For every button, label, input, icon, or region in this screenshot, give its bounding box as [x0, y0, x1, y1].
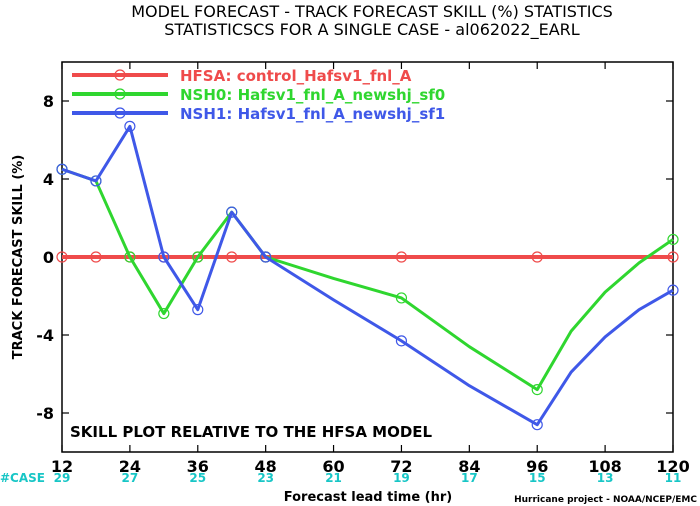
x-tick-label: 12: [51, 457, 73, 476]
x-tick-label: 84: [458, 457, 480, 476]
chart-subtitle: STATISTICSCS FOR A SINGLE CASE - al06202…: [164, 20, 579, 40]
series-marker: [531, 419, 543, 431]
case-count: 25: [189, 471, 206, 485]
series-marker: [226, 251, 238, 263]
series-marker: [667, 284, 679, 296]
series-marker: [395, 251, 408, 263]
series-line: [61, 167, 674, 392]
series-marker: [531, 384, 543, 396]
series-marker: [531, 251, 543, 263]
x-tick-label: 72: [390, 457, 412, 476]
series-marker: [158, 251, 170, 263]
x-tick-label: 48: [255, 457, 277, 476]
y-tick-label: -8: [36, 404, 54, 423]
series-marker: [192, 304, 204, 316]
x-tick-label: 60: [322, 457, 344, 476]
series-marker: [395, 335, 408, 347]
case-label: #CASE: [0, 471, 45, 485]
series-marker: [667, 251, 679, 263]
legend-label: NSH0: Hafsv1_fnl_A_newshj_sf0: [180, 86, 445, 104]
series-marker: [158, 307, 170, 320]
case-count: 15: [529, 471, 546, 485]
legend-marker: [114, 107, 126, 119]
legend-label: NSH1: Hafsv1_fnl_A_newshj_sf1: [180, 105, 445, 123]
series-line: [61, 124, 674, 427]
case-count: 21: [325, 471, 342, 485]
case-count: 17: [461, 471, 478, 485]
chart-title: MODEL FORECAST - TRACK FORECAST SKILL (%…: [131, 2, 613, 21]
legend-marker: [114, 88, 126, 100]
series-marker: [56, 163, 68, 175]
x-axis-ticks: 12 24 36 48 60 72 84 96 108 120: [51, 62, 690, 476]
series-marker: [667, 233, 679, 246]
x-tick-label: 96: [526, 457, 548, 476]
case-count: 19: [393, 471, 410, 485]
case-counts: 29 27 25 23 21 19 17 15 13 11: [54, 471, 682, 485]
case-count: 23: [257, 471, 274, 485]
series-layer: [56, 120, 679, 431]
x-axis-label: Forecast lead time (hr): [284, 490, 452, 505]
x-tick-label: 120: [656, 457, 689, 476]
case-count: 13: [597, 471, 614, 485]
y-tick-label: 0: [43, 248, 54, 267]
y-axis-label: TRACK FORECAST SKILL (%): [11, 155, 26, 360]
legend-marker: [114, 69, 126, 81]
series-marker: [124, 251, 136, 263]
annotation: SKILL PLOT RELATIVE TO THE HFSA MODEL: [70, 423, 433, 441]
y-tick-label: 8: [43, 92, 54, 111]
credit-text: Hurricane project - NOAA/NCEP/EMC: [514, 495, 697, 505]
series-marker: [226, 206, 238, 218]
series-marker: [90, 251, 102, 263]
case-count: 11: [665, 471, 682, 485]
x-tick-label: 108: [588, 457, 621, 476]
case-count: 29: [54, 471, 71, 485]
legend-label: HFSA: control_Hafsv1_fnl_A: [180, 67, 412, 85]
series-marker: [395, 292, 408, 304]
series-marker: [260, 251, 272, 263]
series-marker: [90, 175, 102, 187]
y-tick-label: -4: [36, 326, 54, 345]
y-tick-label: 4: [43, 170, 54, 189]
series-marker: [192, 251, 204, 263]
series-marker: [124, 120, 136, 132]
case-count: 27: [122, 471, 139, 485]
series-marker: [56, 251, 68, 263]
x-tick-label: 36: [187, 457, 209, 476]
x-tick-label: 24: [119, 457, 141, 476]
